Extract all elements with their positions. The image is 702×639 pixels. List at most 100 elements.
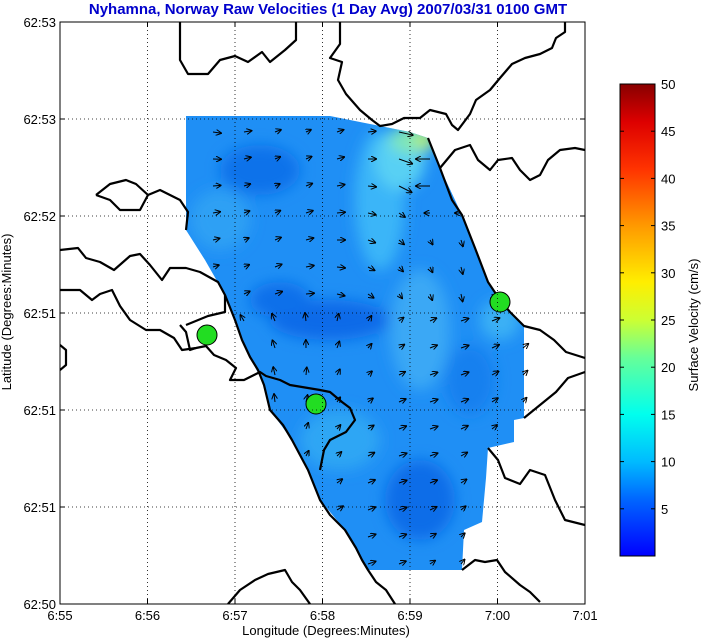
velocity-arrow	[430, 293, 432, 300]
velocity-arrow	[306, 451, 309, 456]
y-tick-label: 62:53	[23, 15, 56, 30]
velocity-arrow	[367, 561, 376, 564]
velocity-arrow	[337, 479, 342, 483]
velocity-arrow	[460, 345, 469, 348]
velocity-arrow	[274, 394, 275, 403]
velocity-arrow	[212, 212, 220, 213]
colorbar-tick-label: 20	[661, 360, 675, 375]
velocity-arrow	[274, 264, 281, 267]
x-tick-label: 7:00	[485, 608, 510, 623]
velocity-arrow	[398, 185, 411, 192]
velocity-arrow	[305, 238, 313, 240]
y-axis-label: Latitude (Degrees:Minutes)	[0, 234, 14, 391]
velocity-arrow	[398, 453, 406, 456]
velocity-arrow	[367, 534, 376, 537]
velocity-arrow	[398, 534, 406, 537]
colorbar-tick-label: 45	[661, 124, 675, 139]
velocity-arrow	[273, 340, 275, 349]
velocity-arrow	[368, 371, 372, 375]
velocity-arrow	[274, 292, 282, 294]
velocity-arrow	[305, 211, 313, 213]
velocity-arrow	[243, 184, 250, 186]
velocity-arrow	[429, 399, 438, 402]
x-tick-label: 6:57	[222, 608, 247, 623]
velocity-arrow	[337, 397, 340, 402]
velocity-arrow	[429, 480, 437, 483]
velocity-arrow	[367, 186, 376, 187]
velocity-arrow	[368, 294, 374, 298]
x-axis-label: Longitude (Degrees:Minutes)	[242, 623, 410, 638]
velocity-arrow	[337, 369, 340, 375]
velocity-arrow	[275, 184, 280, 186]
colorbar-tick-label: 30	[661, 266, 675, 281]
velocity-arrow	[460, 318, 468, 321]
velocity-arrow	[337, 314, 339, 322]
velocity-arrow	[337, 425, 340, 429]
velocity-arrow	[305, 184, 312, 186]
velocity-arrow	[523, 344, 528, 348]
velocity-arrow	[429, 534, 436, 537]
velocity-arrow	[336, 130, 343, 132]
x-tick-label: 6:58	[310, 608, 335, 623]
velocity-arrow	[243, 291, 250, 294]
colorbar-tick-label: 40	[661, 171, 675, 186]
velocity-arrow	[399, 240, 404, 244]
velocity-arrow	[306, 157, 311, 159]
velocity-arrow	[305, 293, 314, 294]
velocity-arrow	[306, 423, 308, 430]
grid-lines	[60, 22, 585, 604]
velocity-arrow	[461, 266, 463, 274]
velocity-arrow	[243, 131, 251, 132]
velocity-arrow	[337, 342, 339, 349]
velocity-arrow	[399, 345, 404, 348]
velocity-arrow	[523, 398, 526, 402]
colorbar-tick-label: 25	[661, 313, 675, 328]
velocity-arrow	[336, 157, 344, 159]
velocity-arrow	[398, 507, 406, 510]
velocity-arrow	[367, 453, 374, 456]
velocity-arrow	[399, 318, 403, 321]
velocity-arrow	[368, 344, 371, 348]
velocity-arrow	[306, 130, 311, 132]
velocity-arrow	[491, 318, 499, 321]
colorbar-ticks: 5 10 15 20 25 30 35 40 45 50	[620, 77, 675, 517]
colorbar-tick-label: 10	[661, 455, 675, 470]
velocity-arrow	[367, 507, 375, 510]
velocity-arrow	[429, 426, 438, 429]
velocity-arrow	[367, 131, 376, 132]
velocity-arrow	[272, 314, 275, 322]
velocity-arrow	[367, 480, 375, 483]
x-axis-ticks: 6:55 6:56 6:57 6:58 6:59 7:00 7:01	[47, 22, 598, 623]
colorbar-label: Surface Velocity (cm/s)	[686, 259, 701, 392]
site-east[interactable]	[489, 291, 511, 313]
velocity-arrow	[367, 213, 376, 215]
velocity-arrow	[398, 561, 406, 564]
velocity-arrow	[367, 425, 374, 429]
velocity-arrow	[399, 294, 402, 298]
velocity-arrow	[429, 372, 437, 375]
velocity-arrow	[336, 267, 345, 268]
velocity-arrow	[492, 425, 497, 429]
y-tick-label: 62:51	[23, 403, 56, 418]
velocity-arrow	[523, 371, 527, 375]
site-west[interactable]	[196, 324, 218, 346]
velocity-arrow	[430, 267, 432, 272]
velocity-arrow	[275, 211, 280, 213]
velocity-arrow	[398, 213, 405, 217]
site-south[interactable]	[305, 393, 327, 415]
velocity-arrow	[461, 560, 464, 564]
x-tick-label: 7:01	[572, 608, 597, 623]
velocity-arrow	[461, 293, 463, 301]
velocity-arrow	[429, 345, 437, 348]
velocity-arrow	[244, 238, 249, 240]
velocity-arrow	[274, 237, 281, 240]
colorbar-tick-label: 15	[661, 407, 675, 422]
y-axis-ticks: 62:53 62:53 62:52 62:51 62:51 62:51 62:50	[23, 15, 585, 612]
velocity-arrow	[398, 480, 407, 483]
velocity-arrow	[336, 185, 345, 186]
x-tick-label: 6:56	[135, 608, 160, 623]
velocity-arrow	[212, 132, 221, 133]
velocity-arrow	[461, 533, 465, 537]
velocity-arrow	[273, 367, 275, 376]
velocity-arrow	[461, 239, 463, 246]
